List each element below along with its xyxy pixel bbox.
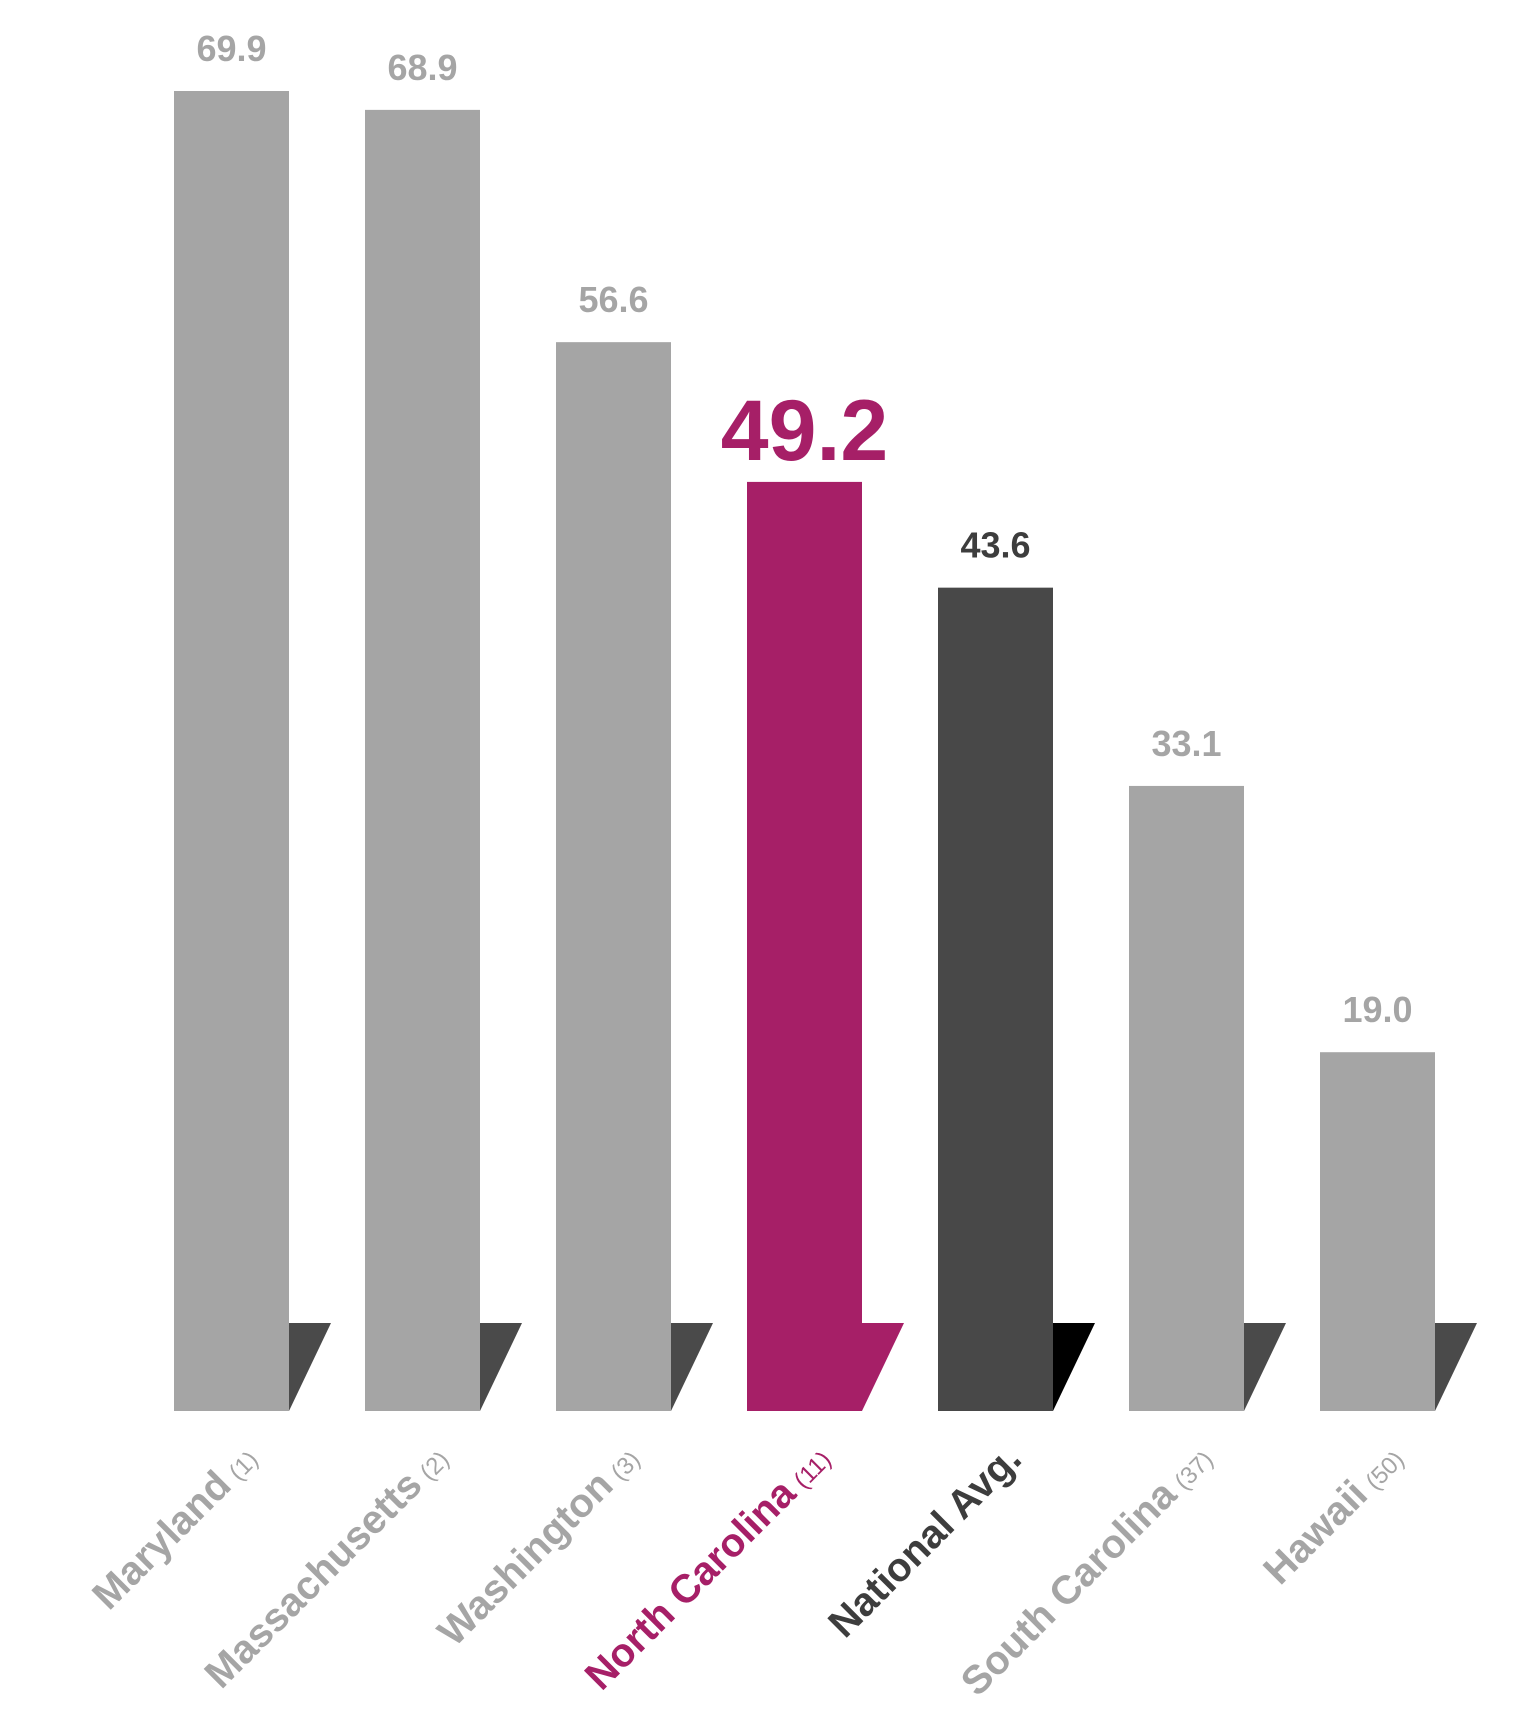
bars-layer — [174, 91, 1477, 1412]
category-rank-north-carolina: (11) — [789, 1446, 837, 1494]
bar-fold-massachusetts — [480, 1323, 522, 1411]
bar-fold-washington — [671, 1323, 713, 1411]
category-text-washington: Washington(3) — [430, 1436, 648, 1654]
bar-south-carolina — [1129, 785, 1244, 1411]
bar-maryland — [174, 91, 289, 1411]
category-rank-hawaii: (50) — [1360, 1446, 1409, 1495]
category-text-maryland: Maryland(1) — [84, 1436, 266, 1618]
bar-national-avg — [938, 587, 1053, 1411]
value-label-national-avg: 43.6 — [960, 525, 1030, 566]
value-label-south-carolina: 33.1 — [1151, 723, 1221, 764]
value-label-hawaii: 19.0 — [1342, 989, 1412, 1030]
value-labels-layer: 69.9 68.9 56.6 49.2 43.6 33.1 19.0 — [196, 28, 1412, 1030]
category-labels-layer: Maryland(1)Massachusetts(2)Washington(3)… — [84, 1436, 1412, 1704]
value-label-massachusetts: 68.9 — [387, 47, 457, 88]
category-rank-maryland: (1) — [224, 1446, 264, 1486]
category-name-maryland: Maryland — [84, 1463, 239, 1618]
category-name-north-carolina: North Carolina — [577, 1470, 805, 1698]
bar-fold-south-carolina — [1244, 1323, 1286, 1411]
category-label-national-avg: National Avg. — [820, 1436, 1030, 1646]
value-label-north-carolina: 49.2 — [721, 383, 888, 479]
category-rank-south-carolina: (37) — [1169, 1446, 1218, 1495]
value-label-maryland: 69.9 — [196, 28, 266, 69]
bar-north-carolina — [747, 481, 862, 1412]
category-text-national-avg: National Avg. — [820, 1436, 1030, 1646]
bar-fold-maryland — [289, 1323, 331, 1411]
category-label-maryland: Maryland(1) — [84, 1436, 266, 1618]
category-name-hawaii: Hawaii — [1255, 1472, 1376, 1593]
category-rank-massachusetts: (2) — [415, 1446, 455, 1486]
category-label-washington: Washington(3) — [430, 1436, 648, 1654]
bar-fold-national-avg — [1053, 1323, 1095, 1411]
bar-massachusetts — [365, 109, 480, 1411]
category-label-hawaii: Hawaii(50) — [1255, 1436, 1412, 1593]
value-label-washington: 56.6 — [578, 279, 648, 320]
bar-fold-north-carolina — [862, 1323, 904, 1411]
bar-hawaii — [1320, 1052, 1435, 1411]
category-rank-washington: (3) — [606, 1446, 646, 1486]
category-text-hawaii: Hawaii(50) — [1255, 1436, 1412, 1593]
category-name-national-avg: National Avg. — [820, 1436, 1030, 1646]
bar-washington — [556, 342, 671, 1411]
category-name-washington: Washington — [430, 1463, 622, 1655]
bar-fold-hawaii — [1435, 1323, 1477, 1411]
